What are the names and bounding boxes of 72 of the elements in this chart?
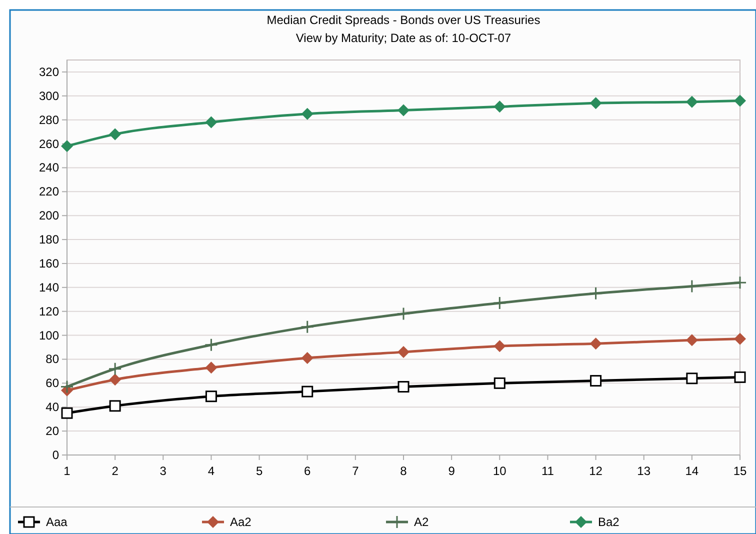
x-tick-label: 9 xyxy=(448,464,456,478)
legend-label: Aa2 xyxy=(230,515,252,529)
x-tick-label: 15 xyxy=(733,464,747,478)
y-tick-label: 260 xyxy=(38,136,60,151)
y-tick-label: 100 xyxy=(38,328,60,342)
y-tick-label: 20 xyxy=(46,424,60,438)
x-tick-label: 3 xyxy=(160,464,167,478)
chart-subtitle: View by Maturity; Date as of: 10-OCT-07 xyxy=(296,31,512,45)
y-tick-label: 0 xyxy=(52,448,60,462)
point xyxy=(109,400,121,412)
y-tick-label: 40 xyxy=(46,400,60,414)
y-tick-label: 300 xyxy=(38,88,60,103)
point xyxy=(492,296,506,310)
point xyxy=(61,407,73,419)
y-tick-label: 280 xyxy=(38,112,60,127)
point xyxy=(398,346,410,358)
point xyxy=(686,96,698,108)
point xyxy=(686,372,698,384)
point xyxy=(494,340,506,352)
x-tick-label: 2 xyxy=(112,464,119,478)
point xyxy=(204,338,218,352)
legend-label: Ba2 xyxy=(598,515,620,529)
point xyxy=(734,371,746,383)
x-tick-label: 1 xyxy=(64,464,71,478)
x-tick-label: 10 xyxy=(492,464,507,478)
y-tick-label: 180 xyxy=(38,232,60,247)
x-tick-label: 6 xyxy=(304,464,312,478)
point xyxy=(733,276,747,290)
x-tick-label: 14 xyxy=(685,464,699,478)
y-tick-label: 80 xyxy=(46,352,60,366)
y-tick-label: 160 xyxy=(38,256,60,270)
y-tick-label: 140 xyxy=(38,280,60,294)
y-tick-label: 120 xyxy=(38,304,60,318)
point xyxy=(398,104,410,116)
y-tick-label: 200 xyxy=(38,208,60,223)
point xyxy=(302,386,314,398)
point xyxy=(109,128,122,140)
x-tick-label: 8 xyxy=(400,464,408,478)
y-tick-label: 220 xyxy=(38,184,60,199)
x-tick-label: 5 xyxy=(256,464,263,478)
chart-title: Median Credit Spreads - Bonds over US Treasuries xyxy=(266,13,540,27)
point xyxy=(205,116,218,128)
point xyxy=(398,381,410,393)
point xyxy=(300,320,314,334)
point xyxy=(109,374,122,386)
point xyxy=(494,100,506,113)
y-tick-label: 320 xyxy=(38,64,60,79)
legend-label: A2 xyxy=(414,515,430,529)
x-tick-label: 13 xyxy=(637,464,651,478)
point xyxy=(205,362,218,374)
point xyxy=(396,307,410,321)
point xyxy=(734,94,746,107)
point xyxy=(494,377,506,389)
y-tick-label: 240 xyxy=(38,160,60,175)
legend-label: Aaa xyxy=(46,515,68,529)
x-tick-label: 11 xyxy=(541,464,554,478)
point xyxy=(590,375,602,387)
point xyxy=(589,286,603,300)
point xyxy=(301,352,314,364)
point xyxy=(734,332,746,345)
point xyxy=(301,108,314,120)
x-tick-label: 12 xyxy=(589,464,603,478)
point xyxy=(60,380,74,394)
point xyxy=(590,97,602,110)
x-tick-label: 4 xyxy=(208,464,215,478)
point xyxy=(205,390,217,402)
point xyxy=(108,362,122,376)
point xyxy=(686,334,698,346)
y-tick-label: 60 xyxy=(46,376,60,390)
x-tick-label: 7 xyxy=(352,464,360,478)
point xyxy=(61,140,73,152)
point xyxy=(590,338,602,350)
